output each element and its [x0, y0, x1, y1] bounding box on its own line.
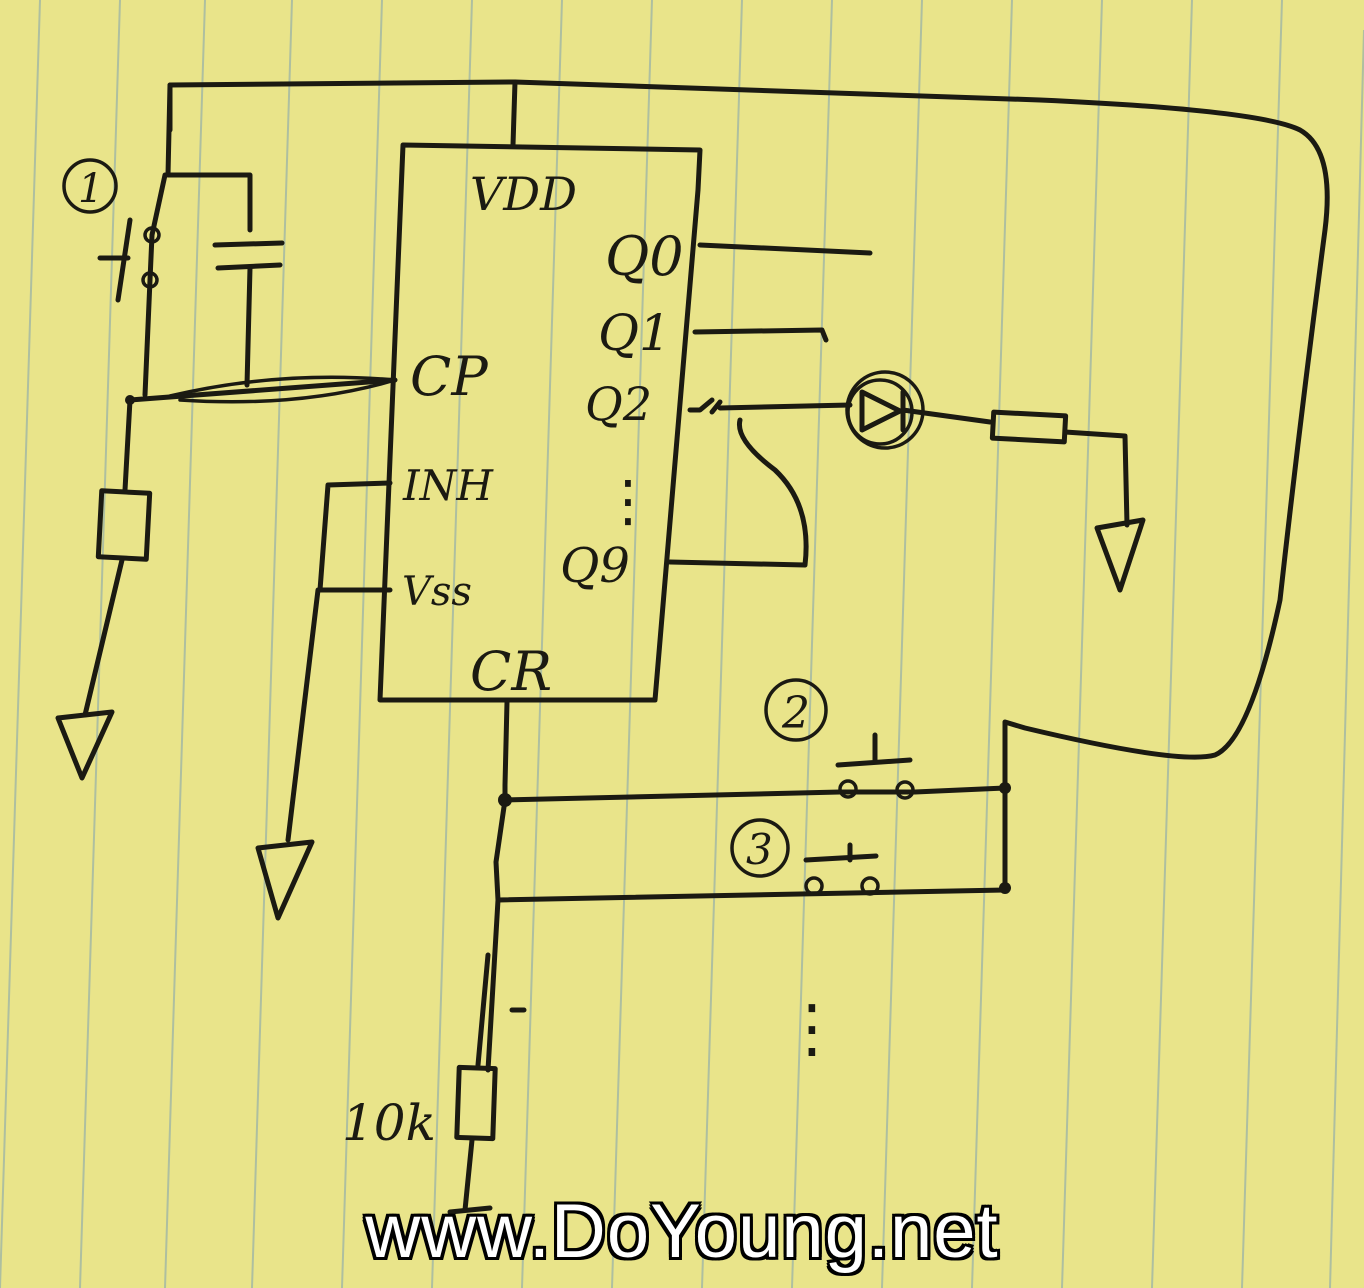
marker-2-circle [764, 678, 828, 742]
ground-symbol-right [1094, 517, 1146, 593]
watermark: www.DoYoung.net [365, 1189, 999, 1274]
q0-wire [697, 242, 873, 256]
ground-symbol-left [55, 709, 115, 781]
button-2-lever [835, 732, 913, 768]
label-q2: Q2 [585, 377, 652, 431]
label-inh: INH [402, 461, 494, 510]
button-3-contact-a [804, 876, 824, 896]
pulldown-resistor [95, 488, 153, 562]
button-3-junction [999, 882, 1011, 894]
label-q-dots: ⋮ [600, 469, 656, 534]
capacitor [212, 240, 285, 388]
q2-wire [687, 397, 853, 415]
button-1-lever [97, 172, 168, 303]
button-3-line [495, 887, 1008, 903]
button-2-contact-b [895, 780, 915, 800]
label-vdd: VDD [470, 167, 577, 221]
more-buttons-ellipsis: ⋮ [780, 992, 844, 1066]
led-resistor-to-ground [1062, 429, 1130, 528]
resistor-10k-to-ground [462, 1137, 475, 1213]
q9-jumper-wire [667, 417, 809, 568]
ground-symbol-center [255, 839, 315, 921]
marker-1-circle [62, 158, 118, 214]
marker-3-circle [730, 818, 790, 878]
button-2-line [837, 785, 1008, 795]
led-symbol [859, 389, 993, 433]
cp-wire-loop [168, 375, 397, 404]
label-cr: CR [470, 640, 552, 703]
vdd-rail-wire [167, 79, 1330, 893]
cr-wire [502, 699, 843, 803]
q1-wire [692, 327, 829, 343]
button-2-junction [999, 782, 1011, 794]
ground-symbol-bottom [447, 1205, 493, 1215]
inh-vss-wire [285, 480, 393, 843]
button-1-contact-bottom [141, 271, 159, 289]
marker-2-label: 2 [781, 688, 810, 739]
marker-1-label: 1 [78, 166, 103, 212]
resistor-10k [454, 1064, 498, 1142]
button-1-wires [165, 82, 253, 233]
button-3-contact-b [860, 876, 880, 896]
button-3-lever [803, 842, 879, 863]
led-circle-outer [845, 370, 925, 450]
label-q1: Q1 [598, 304, 671, 362]
vdd-drop-wire [510, 79, 518, 148]
label-q0: Q0 [605, 225, 684, 288]
cr-bus-vertical [485, 797, 508, 1073]
button-1-contact-top [143, 226, 161, 244]
label-q9: Q9 [560, 538, 630, 594]
pulldown-wire [122, 397, 133, 493]
led-resistor [989, 409, 1069, 445]
button-1-contact [142, 232, 155, 398]
ic-4017-body [377, 142, 703, 703]
label-10k: 10k [342, 1094, 436, 1152]
pulldown-to-ground [82, 557, 125, 718]
label-vss: Vss [402, 569, 472, 615]
marker-3-label: 3 [746, 825, 773, 874]
pulldown-10k-wire [475, 952, 491, 1068]
button-2-contact-a [838, 779, 858, 799]
label-cp: CP [410, 345, 489, 408]
